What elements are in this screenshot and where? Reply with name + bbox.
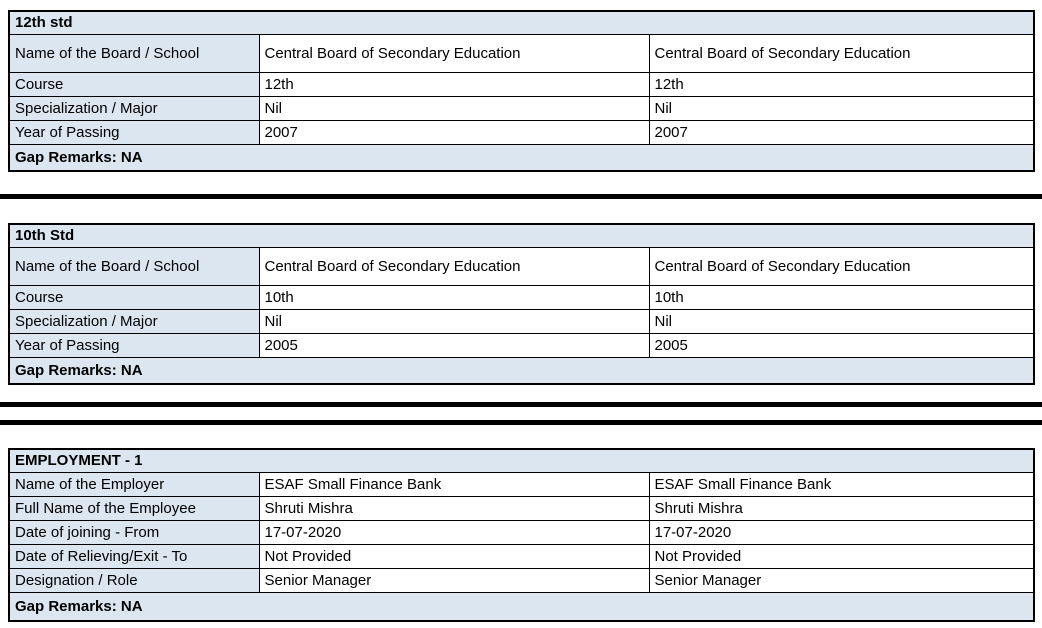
row-label-board-school: Name of the Board / School bbox=[8, 33, 260, 73]
table-row: Gap Remarks: NA bbox=[8, 591, 1035, 622]
row-label-course: Course bbox=[8, 71, 260, 97]
row-value-designation-1: Senior Manager bbox=[258, 567, 650, 593]
section-separator-line bbox=[0, 420, 1042, 425]
row-label-course: Course bbox=[8, 284, 260, 310]
education-table-10th: 10th Std Name of the Board / School Cent… bbox=[8, 223, 1036, 385]
table-row: Name of the Board / School Central Board… bbox=[8, 33, 1035, 73]
row-value-specialization-1: Nil bbox=[258, 308, 650, 334]
row-value-employer-2: ESAF Small Finance Bank bbox=[648, 471, 1035, 497]
row-label-employer: Name of the Employer bbox=[8, 471, 260, 497]
table-row: 12th std bbox=[8, 10, 1035, 35]
row-value-employee-name-2: Shruti Mishra bbox=[648, 495, 1035, 521]
row-value-date-of-relieving-2: Not Provided bbox=[648, 543, 1035, 569]
table-row: EMPLOYMENT - 1 bbox=[8, 448, 1035, 473]
table-row: Gap Remarks: NA bbox=[8, 143, 1035, 172]
row-label-specialization: Specialization / Major bbox=[8, 308, 260, 334]
education-table-12th: 12th std Name of the Board / School Cent… bbox=[8, 10, 1036, 172]
table-row: Date of Relieving/Exit - To Not Provided… bbox=[8, 543, 1035, 569]
row-label-date-of-joining: Date of joining - From bbox=[8, 519, 260, 545]
row-value-board-school-1: Central Board of Secondary Education bbox=[258, 33, 650, 73]
row-value-board-school-1: Central Board of Secondary Education bbox=[258, 246, 650, 286]
row-label-year-of-passing: Year of Passing bbox=[8, 119, 260, 145]
table-row: Course 12th 12th bbox=[8, 71, 1035, 97]
row-value-specialization-1: Nil bbox=[258, 95, 650, 121]
row-value-board-school-2: Central Board of Secondary Education bbox=[648, 33, 1035, 73]
table-row: Gap Remarks: NA bbox=[8, 356, 1035, 385]
table-title-10th: 10th Std bbox=[8, 223, 1035, 248]
row-label-date-of-relieving: Date of Relieving/Exit - To bbox=[8, 543, 260, 569]
table-row: Designation / Role Senior Manager Senior… bbox=[8, 567, 1035, 593]
table-title-employment: EMPLOYMENT - 1 bbox=[8, 448, 1035, 473]
row-value-specialization-2: Nil bbox=[648, 308, 1035, 334]
section-separator-line bbox=[0, 194, 1042, 199]
row-value-year-of-passing-1: 2007 bbox=[258, 119, 650, 145]
row-value-date-of-joining-2: 17-07-2020 bbox=[648, 519, 1035, 545]
table-row: Course 10th 10th bbox=[8, 284, 1035, 310]
table-row: Specialization / Major Nil Nil bbox=[8, 95, 1035, 121]
row-value-course-1: 10th bbox=[258, 284, 650, 310]
row-value-course-2: 10th bbox=[648, 284, 1035, 310]
row-value-date-of-joining-1: 17-07-2020 bbox=[258, 519, 650, 545]
row-value-course-2: 12th bbox=[648, 71, 1035, 97]
row-label-designation: Designation / Role bbox=[8, 567, 260, 593]
gap-remarks-10th: Gap Remarks: NA bbox=[8, 356, 1035, 385]
row-label-board-school: Name of the Board / School bbox=[8, 246, 260, 286]
table-row: Name of the Board / School Central Board… bbox=[8, 246, 1035, 286]
table-row: Year of Passing 2005 2005 bbox=[8, 332, 1035, 358]
row-value-employee-name-1: Shruti Mishra bbox=[258, 495, 650, 521]
row-label-employee-name: Full Name of the Employee bbox=[8, 495, 260, 521]
row-label-year-of-passing: Year of Passing bbox=[8, 332, 260, 358]
table-title-12th: 12th std bbox=[8, 10, 1035, 35]
table-row: Year of Passing 2007 2007 bbox=[8, 119, 1035, 145]
row-value-year-of-passing-2: 2007 bbox=[648, 119, 1035, 145]
employment-table-1: EMPLOYMENT - 1 Name of the Employer ESAF… bbox=[8, 448, 1035, 622]
row-value-designation-2: Senior Manager bbox=[648, 567, 1035, 593]
row-value-year-of-passing-1: 2005 bbox=[258, 332, 650, 358]
section-separator-line bbox=[0, 402, 1042, 407]
row-value-date-of-relieving-1: Not Provided bbox=[258, 543, 650, 569]
row-label-specialization: Specialization / Major bbox=[8, 95, 260, 121]
table-row: Date of joining - From 17-07-2020 17-07-… bbox=[8, 519, 1035, 545]
gap-remarks-12th: Gap Remarks: NA bbox=[8, 143, 1035, 172]
row-value-board-school-2: Central Board of Secondary Education bbox=[648, 246, 1035, 286]
row-value-specialization-2: Nil bbox=[648, 95, 1035, 121]
table-row: Name of the Employer ESAF Small Finance … bbox=[8, 471, 1035, 497]
table-row: 10th Std bbox=[8, 223, 1035, 248]
table-row: Specialization / Major Nil Nil bbox=[8, 308, 1035, 334]
table-row: Full Name of the Employee Shruti Mishra … bbox=[8, 495, 1035, 521]
row-value-course-1: 12th bbox=[258, 71, 650, 97]
gap-remarks-employment: Gap Remarks: NA bbox=[8, 591, 1035, 622]
row-value-employer-1: ESAF Small Finance Bank bbox=[258, 471, 650, 497]
row-value-year-of-passing-2: 2005 bbox=[648, 332, 1035, 358]
